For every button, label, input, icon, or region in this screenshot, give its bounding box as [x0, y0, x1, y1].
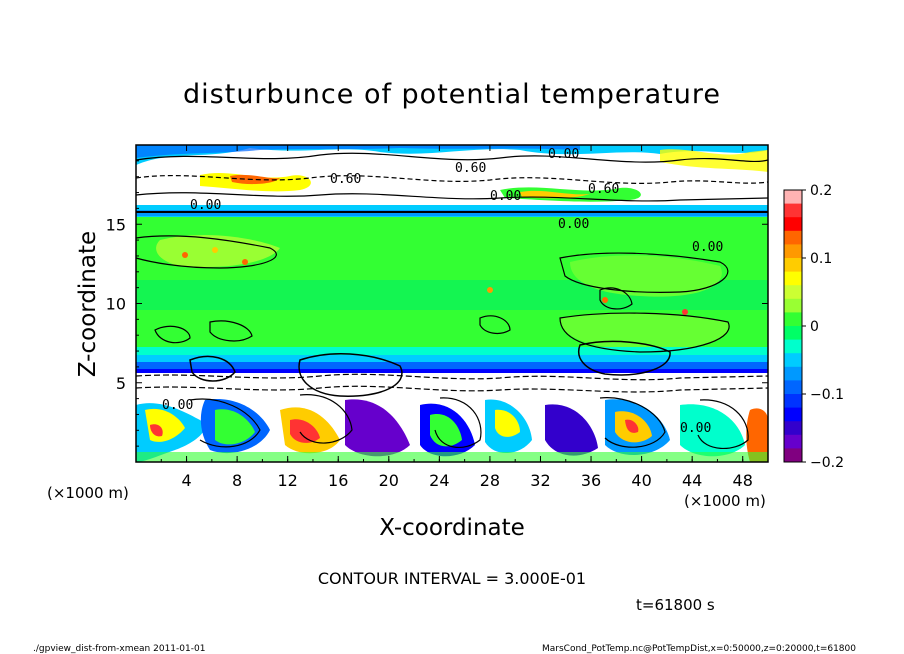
colorbar-swatch: [784, 258, 802, 273]
chart-title: disturbunce of potential temperature: [183, 79, 721, 110]
colorbar-swatch: [784, 271, 802, 286]
colorbar-swatch: [784, 312, 802, 327]
colorbar-swatch: [784, 244, 802, 259]
contour-label: 0.60: [455, 161, 486, 176]
x-tick-label: 36: [581, 471, 601, 490]
x-axis-label: X-coordinate: [379, 515, 525, 541]
colorbar-swatch: [784, 285, 802, 300]
colorbar-swatch: [784, 380, 802, 395]
x-tick-label: 8: [232, 471, 242, 490]
colorbar-swatch: [784, 230, 802, 245]
colorbar-tick-label: −0.1: [810, 387, 844, 403]
colorbar-swatch: [784, 203, 802, 218]
colorbar-swatch: [784, 326, 802, 341]
colorbar-swatch: [784, 448, 802, 463]
contour-label: 0.00: [558, 217, 589, 232]
contour-lines: [135, 152, 769, 450]
contour-label: 0.00: [190, 198, 221, 213]
colorbar-tick-label: 0.2: [810, 183, 832, 199]
x-tick-label: 24: [429, 471, 449, 490]
footer-right: MarsCond_PotTemp.nc@PotTempDist,x=0:5000…: [542, 644, 856, 654]
colorbar-swatch: [784, 421, 802, 436]
colorbar-swatch: [784, 366, 802, 381]
colorbar-tick-label: 0: [810, 319, 819, 335]
x-tick-label: 44: [682, 471, 702, 490]
contour-label: 0.00: [162, 398, 193, 413]
x-tick-label: 4: [181, 471, 191, 490]
x-tick-label: 48: [733, 471, 753, 490]
colorbar-tick-label: −0.2: [810, 455, 844, 471]
x-unit-left: (×1000 m): [47, 484, 129, 502]
plot-area: 0.60 0.00 0.00 0.60 0.00 0.60 0.00 0.00 …: [135, 144, 769, 463]
colorbar-swatches: [784, 190, 802, 463]
field-lower-layer: [136, 398, 768, 462]
colorbar-tick-label: 0.1: [810, 251, 832, 267]
contour-label: 0.00: [680, 421, 711, 436]
x-tick-label: 40: [631, 471, 651, 490]
contour-label: 0.00: [692, 240, 723, 255]
contour-label: 0.00: [490, 189, 521, 204]
field-upper-layer: [136, 145, 768, 217]
colorbar-swatch: [784, 298, 802, 313]
contour-label: 0.00: [548, 147, 579, 162]
time-stamp: t=61800 s: [636, 596, 715, 614]
x-tick-label: 16: [328, 471, 348, 490]
x-tick-label: 28: [480, 471, 500, 490]
colorbar-swatch: [784, 339, 802, 354]
z-tick-label: 10: [106, 295, 126, 314]
contour-interval-text: CONTOUR INTERVAL = 3.000E-01: [318, 569, 586, 588]
colorbar-swatch: [784, 394, 802, 409]
contour-label: 0.60: [330, 172, 361, 187]
z-tick-label: 15: [106, 215, 126, 234]
x-unit-right: (×1000 m): [684, 492, 766, 510]
colorbar: 0.2 0.1 0 −0.1 −0.2: [783, 183, 844, 471]
x-tick-label: 32: [530, 471, 550, 490]
colorbar-swatch: [784, 434, 802, 449]
z-axis-ticks: 5 10 15: [106, 160, 768, 447]
colorbar-swatch: [784, 353, 802, 368]
field-middle-layer: [136, 217, 768, 351]
colorbar-labels: 0.2 0.1 0 −0.1 −0.2: [802, 183, 844, 471]
contour-label-group: 0.60 0.00 0.00 0.60 0.00 0.60 0.00 0.00 …: [162, 147, 723, 436]
y-axis-label: Z-coordinate: [75, 231, 101, 377]
contour-label: 0.60: [588, 182, 619, 197]
x-tick-label: 12: [278, 471, 298, 490]
x-axis-ticks: 4 8 12 16 20 24 28 32 36 40 44 48: [160, 145, 753, 490]
footer-left: ./gpview_dist-from-xmean 2011-01-01: [33, 644, 205, 654]
colorbar-swatch: [784, 407, 802, 422]
x-tick-label: 20: [379, 471, 399, 490]
z-tick-label: 5: [116, 374, 126, 393]
colorbar-swatch: [784, 217, 802, 232]
field-transition-layer: [136, 347, 768, 398]
colorbar-swatch: [784, 190, 802, 205]
